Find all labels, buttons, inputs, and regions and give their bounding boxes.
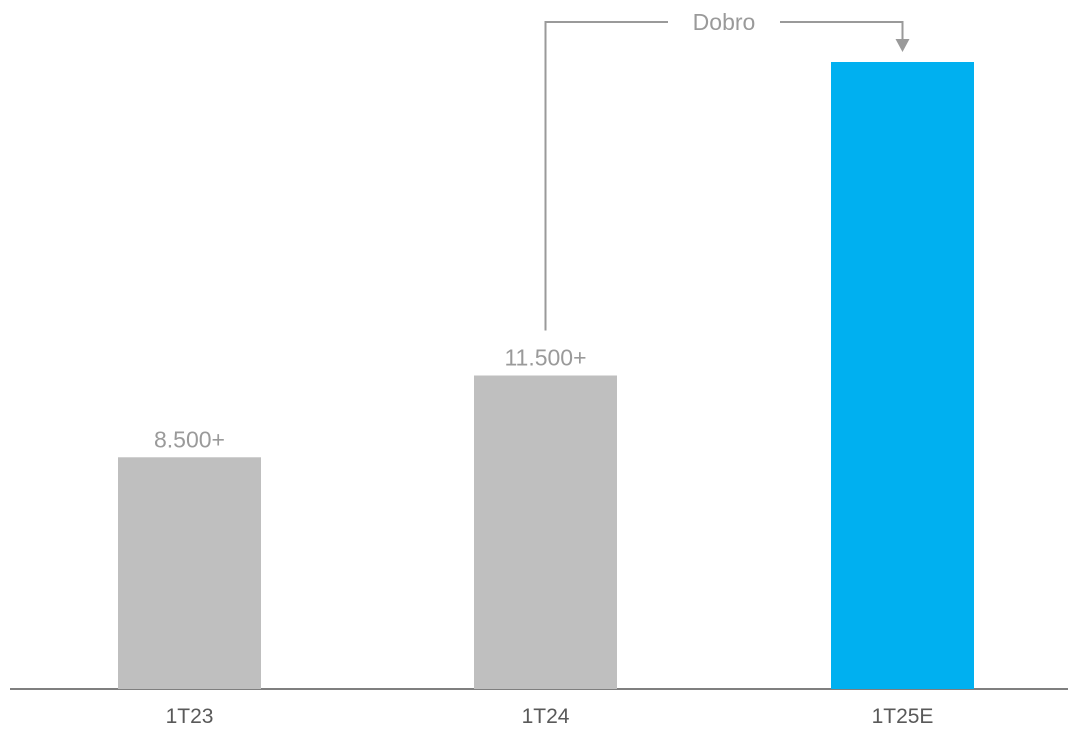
annotation-label: Dobro bbox=[693, 9, 756, 35]
dobro-annotation: Dobro bbox=[544, 9, 910, 331]
bar-1t25e bbox=[831, 62, 974, 689]
data-label-1t23: 8.500+ bbox=[154, 426, 225, 452]
tick-labels-group: 1T23 1T24 1T25E bbox=[166, 705, 934, 728]
annotation-right-line bbox=[780, 21, 904, 40]
data-labels-group: 8.500+ 11.500+ bbox=[154, 345, 587, 453]
x-tick-label-1t23: 1T23 bbox=[166, 705, 214, 728]
bar-1t24 bbox=[474, 375, 617, 689]
x-tick-label-1t25e: 1T25E bbox=[872, 705, 934, 728]
data-label-1t24: 11.500+ bbox=[504, 345, 586, 371]
annotation-arrowhead-icon bbox=[895, 39, 910, 52]
bars-group bbox=[118, 62, 974, 689]
bar-1t23 bbox=[118, 457, 261, 689]
x-tick-label-1t24: 1T24 bbox=[522, 705, 570, 728]
annotation-left-line bbox=[544, 21, 668, 331]
